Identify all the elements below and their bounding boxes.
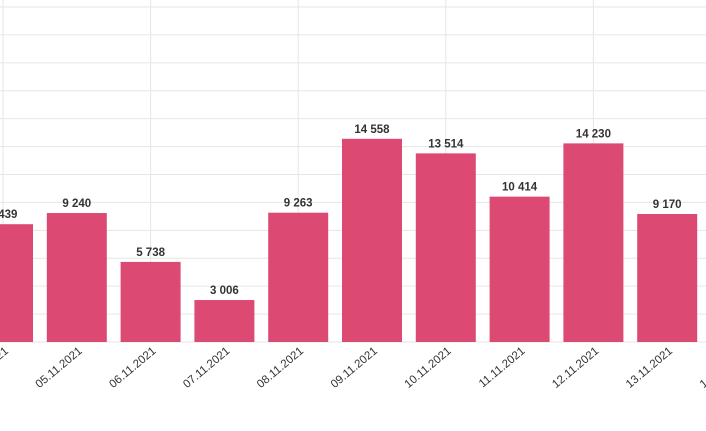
x-tick-label: 04.11.2021 — [0, 345, 11, 391]
x-tick-label: 13.11.2021 — [624, 345, 675, 391]
value-label: 3 006 — [210, 285, 239, 297]
x-tick-label: 09.11.2021 — [329, 345, 380, 391]
value-label: 9 240 — [62, 198, 91, 210]
x-tick-label: 05.11.2021 — [34, 345, 85, 391]
bar — [489, 196, 550, 342]
x-tick-label: 14.11.2021 — [698, 345, 706, 391]
bar — [46, 213, 107, 342]
x-tick-label: 10.11.2021 — [403, 345, 454, 391]
value-label: 14 558 — [354, 124, 390, 136]
x-tick-label: 11.11.2021 — [477, 345, 528, 390]
value-label: 9 263 — [284, 198, 313, 210]
x-tick-label: 08.11.2021 — [255, 345, 306, 391]
bar — [563, 143, 624, 342]
bar — [415, 153, 476, 342]
bar — [0, 224, 33, 342]
value-label: 9 170 — [653, 199, 682, 211]
x-tick-label: 06.11.2021 — [107, 345, 158, 391]
bar — [637, 214, 698, 342]
x-tick-label: 12.11.2021 — [550, 345, 601, 391]
value-label: 8 439 — [0, 209, 17, 221]
bar — [342, 138, 402, 342]
value-label: 13 514 — [428, 138, 464, 150]
x-tick-label: 07.11.2021 — [181, 345, 232, 391]
value-label: 5 738 — [136, 247, 165, 259]
value-label: 14 230 — [576, 128, 611, 140]
bar — [120, 261, 181, 342]
value-label: 10 414 — [502, 182, 538, 194]
bar — [194, 300, 255, 342]
bar — [268, 212, 329, 342]
